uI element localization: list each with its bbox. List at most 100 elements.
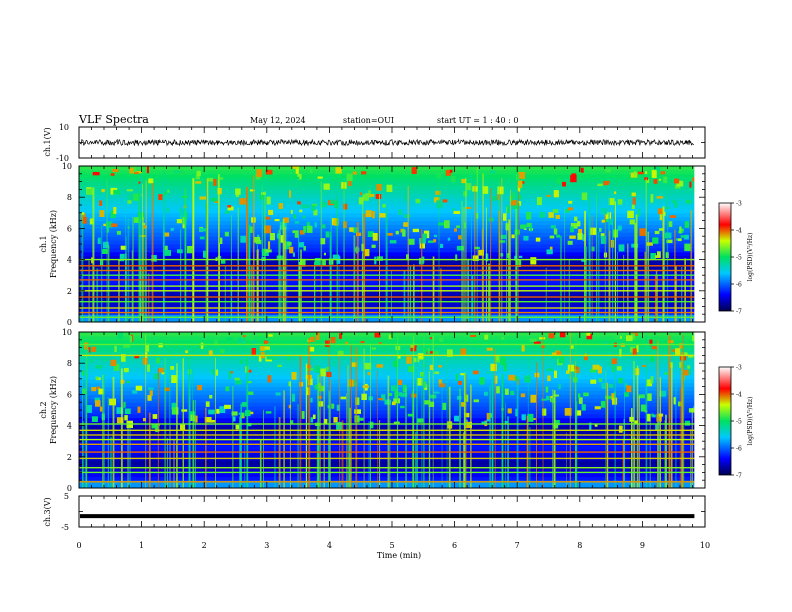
spectrogram-streak (501, 374, 504, 488)
spectrogram-noise (650, 252, 656, 260)
spectrogram-streak (412, 335, 415, 488)
freq-tick-label: 10 (62, 162, 72, 171)
freq-tick-label: 6 (67, 390, 72, 399)
spectrogram-streak (106, 179, 108, 322)
spectrogram-noise (339, 333, 342, 339)
spectrogram-noise (327, 175, 332, 181)
spectrogram-streak (494, 348, 496, 488)
spectrogram-streak (140, 174, 142, 322)
spectrogram-noise (433, 239, 437, 243)
spectrogram-noise (589, 227, 597, 235)
spectrogram-streak (142, 184, 143, 322)
spectrogram-noise (682, 369, 689, 376)
spectrogram-noise (649, 339, 653, 346)
spectrogram-noise (542, 408, 547, 416)
spectrogram-noise (275, 392, 281, 396)
spectrogram-line (79, 296, 695, 298)
ch1-waveform-line (80, 138, 694, 147)
spectrogram-noise (393, 360, 399, 367)
spectrogram-noise (294, 231, 299, 238)
spectrogram-noise (434, 234, 438, 238)
spectrogram-streak (232, 386, 234, 488)
spectrogram-noise (274, 219, 280, 222)
spectrogram-streak (440, 268, 442, 322)
spectrogram-streak (274, 406, 276, 488)
date-label: May 12, 2024 (250, 116, 306, 125)
ch1-spectrogram-panel: 0 2 4 6 8 10 ch.1 Frequency (kHz) -3 -4 -5 -6 -7 … (39, 162, 754, 327)
ch2-spectrogram-ticks (78, 331, 706, 489)
spectrogram-noise (427, 240, 434, 243)
spectrogram-noise (349, 227, 354, 232)
start-time-label: start UT = 1 : 40 : 0 (437, 116, 518, 125)
freq-tick-label: 2 (67, 453, 72, 462)
spectrogram-noise (631, 192, 636, 197)
spectrogram-band (79, 371, 695, 376)
spectrogram-noise (518, 194, 522, 200)
spectrogram-noise (317, 383, 322, 388)
spectrogram-noise (234, 377, 240, 381)
spectrogram-noise (530, 257, 537, 265)
spectrogram-noise (634, 420, 638, 425)
spectrogram-band (79, 332, 695, 337)
spectrogram-streak (138, 190, 141, 322)
spectrogram-noise (346, 173, 353, 182)
spectrogram-noise (664, 372, 669, 375)
ch2-colorbar: -3 -4 -5 -6 -7 log(PSD)(V²/Hz) (718, 365, 754, 480)
spectrogram-noise (416, 418, 424, 423)
spectrogram-noise (268, 209, 274, 215)
spectrogram-noise (546, 249, 553, 255)
spectrogram-noise (570, 223, 578, 229)
spectrogram-streak (529, 426, 531, 488)
spectrogram-noise (446, 349, 453, 357)
spectrogram-noise (524, 375, 531, 383)
spectrogram-noise (472, 255, 479, 261)
spectrogram-noise (605, 168, 611, 173)
spectrogram-noise (99, 406, 103, 412)
spectrogram-noise (535, 237, 541, 242)
spectrogram-streak (164, 357, 167, 488)
spectrogram-streak (328, 438, 330, 488)
spectrogram-streak (461, 200, 463, 322)
spectrogram-noise (390, 385, 397, 392)
spectrogram-noise (92, 172, 100, 176)
spectrogram-noise (197, 385, 203, 391)
spectrogram-band (79, 417, 695, 423)
spectrogram-noise (82, 388, 87, 395)
spectrogram-streak (674, 265, 677, 322)
spectrogram-band (79, 166, 695, 171)
spectrogram-noise (553, 228, 558, 235)
ch1-waveform-ticks (78, 126, 706, 159)
spectrogram-streak (350, 343, 352, 488)
spectrogram-noise (166, 207, 170, 213)
spectrogram-noise (153, 373, 160, 380)
spectrogram-noise (497, 192, 500, 200)
spectrogram-noise (374, 332, 381, 338)
ch2-colorbar-gradient (718, 366, 732, 476)
spectrogram-streak (428, 370, 431, 488)
spectrogram-noise (126, 189, 133, 192)
spectrogram-noise (359, 180, 363, 188)
spectrogram-noise (352, 171, 357, 175)
spectrogram-streak (182, 358, 184, 488)
spectrogram-streak (441, 343, 443, 488)
spectrogram-noise (600, 207, 608, 215)
spectrogram-noise (325, 231, 330, 238)
spectrogram-noise (650, 194, 654, 202)
spectrogram-noise (466, 183, 472, 191)
spectrogram-noise (278, 203, 283, 209)
spectrogram-noise (213, 339, 218, 346)
spectrogram-noise (637, 171, 644, 175)
spectrogram-noise (158, 343, 163, 348)
spectrogram-band (79, 347, 695, 352)
spectrogram-noise (581, 404, 586, 411)
spectrogram-noise (229, 371, 233, 374)
spectrogram-streak (338, 266, 340, 322)
spectrogram-noise (210, 369, 214, 375)
time-tick-label: 1 (139, 541, 144, 550)
spectrogram-noise (672, 349, 675, 352)
spectrogram-noise (442, 402, 447, 410)
spectrogram-noise (568, 200, 573, 204)
ch3-waveform-ticks (78, 495, 706, 528)
spectrogram-noise (580, 167, 584, 173)
spectrogram-noise (265, 169, 273, 175)
